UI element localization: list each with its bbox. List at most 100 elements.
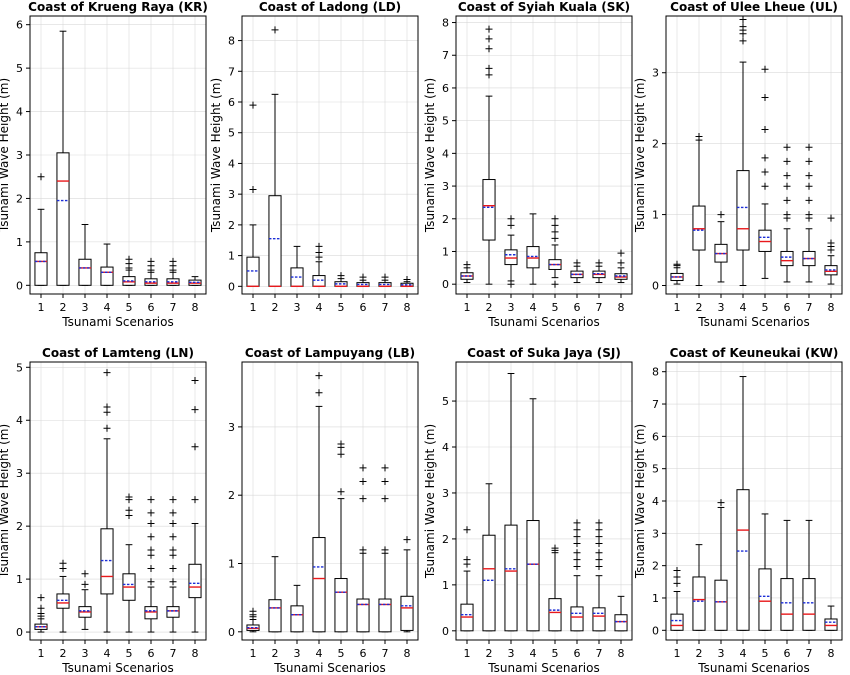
- x-tick-label: 6: [574, 647, 581, 660]
- x-tick-label: 7: [806, 647, 813, 660]
- y-tick-label: 6: [442, 82, 449, 95]
- box-plot: [144, 257, 158, 286]
- iqr-box: [570, 606, 584, 632]
- outlier-marker: [359, 495, 367, 503]
- panel: Coast of Ladong (LD) 0 1 2 3 4 5 6 7 8 1 2 3 4 5 6 7 8 Tsu…: [209, 0, 419, 314]
- y-tick-label: 1: [442, 579, 449, 592]
- outlier-marker: [191, 496, 199, 504]
- iqr-box: [482, 534, 496, 632]
- x-tick-label: 3: [718, 647, 725, 660]
- outlier-marker: [673, 567, 681, 574]
- x-tick-label: 4: [530, 647, 537, 660]
- outlier-marker: [595, 519, 603, 527]
- outlier-marker: [827, 239, 835, 247]
- box-plot: [614, 595, 628, 632]
- outlier-marker: [403, 536, 411, 544]
- x-tick-label: 3: [718, 301, 725, 314]
- y-tick-label: 4: [16, 106, 23, 119]
- y-tick-label: 8: [442, 17, 449, 30]
- outlier-marker: [147, 509, 155, 517]
- panel: Coast of Lampuyang (LB) 0 1 2 3 1 2 3 4 5 6 7 8 Tsuna…: [228, 346, 419, 675]
- outlier-marker: [403, 276, 411, 284]
- x-tick-label: 7: [382, 301, 389, 314]
- outlier-marker: [147, 533, 155, 541]
- box-plot: [570, 259, 584, 284]
- outlier-marker: [485, 25, 493, 33]
- x-tick-label: 4: [316, 301, 323, 314]
- outlier-marker: [59, 559, 67, 567]
- panel: Coast of Suka Jaya (SJ) 0 1 2 3 4 5 1 2 3 4 5 6 7 8 Tsu…: [423, 346, 633, 675]
- panel: Coast of Krueng Raya (KR) 0 1 2 3 4 5 6 1 2 3 4 5 6 7 8…: [0, 0, 208, 329]
- y-tick-label: 5: [16, 361, 23, 374]
- x-axis-label: Tsunami Scenarios: [61, 661, 173, 675]
- box-plot: [504, 215, 518, 288]
- y-tick-label: 6: [16, 19, 23, 32]
- y-tick-label: 5: [442, 115, 449, 128]
- box-plot: [334, 272, 348, 288]
- y-tick-label: 4: [228, 157, 235, 170]
- outlier-marker: [147, 578, 155, 586]
- y-axis-label: Tsunami Wave Height (m): [633, 424, 647, 579]
- iqr-box: [780, 250, 794, 267]
- x-axis-label: Tsunami Scenarios: [697, 315, 809, 329]
- y-tick-label: 3: [652, 527, 659, 540]
- outlier-marker: [81, 570, 89, 578]
- box-plot: [400, 276, 414, 288]
- outlier-marker: [485, 64, 493, 72]
- iqr-box: [780, 578, 794, 631]
- box-plot: [758, 513, 772, 631]
- x-tick-label: 6: [360, 301, 367, 314]
- y-tick-label: 2: [16, 192, 23, 205]
- outlier-marker: [463, 556, 471, 564]
- outlier-marker: [125, 255, 133, 263]
- box-plot: [592, 259, 606, 284]
- x-tick-label: 3: [508, 647, 515, 660]
- iqr-box: [312, 537, 326, 633]
- box-plot: [802, 143, 816, 283]
- outlier-marker: [337, 488, 345, 496]
- outlier-marker: [783, 196, 791, 204]
- x-tick-label: 8: [618, 647, 625, 660]
- x-tick-label: 4: [740, 647, 747, 660]
- outlier-marker: [381, 478, 389, 486]
- x-tick-label: 7: [596, 647, 603, 660]
- iqr-box: [356, 598, 370, 633]
- outlier-marker: [191, 443, 199, 451]
- y-tick-label: 5: [442, 395, 449, 408]
- y-axis-label: Tsunami Wave Height (m): [209, 78, 223, 233]
- outlier-marker: [551, 215, 559, 223]
- outlier-marker: [805, 182, 813, 190]
- box-plot: [144, 496, 158, 633]
- x-tick-label: 1: [250, 301, 257, 314]
- x-tick-label: 5: [338, 301, 345, 314]
- iqr-box: [670, 613, 684, 631]
- y-tick-label: 1: [16, 236, 23, 249]
- outlier-marker: [103, 424, 111, 432]
- outlier-marker: [805, 172, 813, 180]
- x-tick-label: 2: [272, 647, 279, 660]
- y-tick-label: 7: [228, 65, 235, 78]
- outlier-marker: [103, 369, 111, 377]
- outlier-marker: [761, 65, 769, 73]
- iqr-box: [400, 595, 414, 631]
- outlier-marker: [673, 579, 681, 587]
- x-tick-label: 6: [784, 647, 791, 660]
- outlier-marker: [551, 221, 559, 229]
- box-plot: [268, 556, 282, 633]
- outlier-marker: [359, 546, 367, 554]
- x-tick-label: 3: [82, 301, 89, 314]
- outlier-marker: [169, 520, 177, 528]
- box-plot: [100, 243, 114, 286]
- iqr-box: [378, 598, 392, 633]
- outlier-marker: [595, 549, 603, 557]
- iqr-box: [758, 568, 772, 631]
- iqr-box: [78, 258, 92, 286]
- y-tick-label: 1: [16, 573, 23, 586]
- box-plot: [670, 260, 684, 285]
- outlier-marker: [761, 168, 769, 176]
- box-plot: [78, 224, 92, 286]
- x-tick-label: 8: [828, 647, 835, 660]
- outlier-marker: [169, 496, 177, 504]
- y-tick-label: 0: [442, 625, 449, 638]
- outlier-marker: [507, 221, 515, 229]
